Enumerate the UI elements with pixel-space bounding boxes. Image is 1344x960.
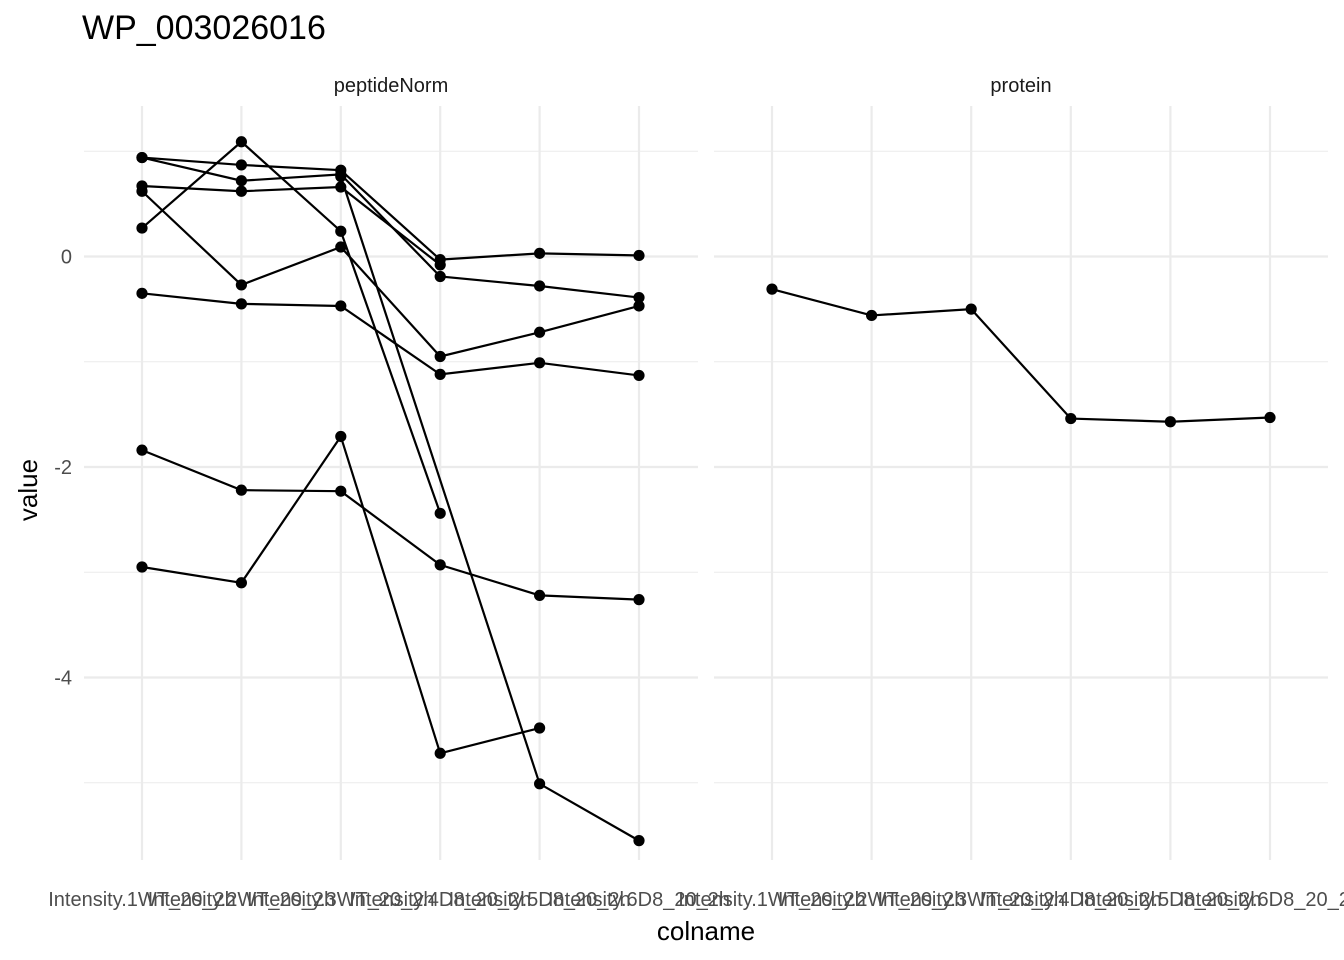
- data-point: [633, 835, 645, 847]
- data-point: [965, 303, 977, 315]
- data-point: [534, 357, 546, 369]
- data-point: [534, 589, 546, 602]
- data-point: [1065, 412, 1077, 425]
- data-point: [633, 594, 645, 606]
- chart-title: WP_003026016: [82, 9, 326, 47]
- x-axis-ticks: Intensity.1WT_20_2hIntensity.2WT_20_2hIn…: [48, 889, 1344, 911]
- data-point: [235, 159, 247, 171]
- x-tick-label: Intensity.3WT_20_2h: [877, 889, 1065, 911]
- x-tick-label: Intensity.6D8_20_2h: [1179, 889, 1344, 911]
- data-point: [235, 136, 247, 148]
- data-point: [235, 175, 247, 187]
- data-point: [335, 300, 347, 312]
- data-point: [136, 151, 148, 164]
- x-tick-label: Intensity.5D8_20_2h: [1079, 889, 1261, 911]
- data-point: [335, 485, 347, 497]
- x-tick-label: Intensity.1WT_20_2h: [678, 889, 866, 911]
- y-axis-ticks: 0 -2 -4: [54, 247, 72, 690]
- y-tick-label: 0: [61, 247, 72, 269]
- series-line: [771, 288, 1271, 423]
- data-point: [1164, 416, 1176, 428]
- data-point: [534, 326, 546, 338]
- y-tick-label: -2: [54, 457, 72, 479]
- series-line: [141, 190, 640, 358]
- data-point: [633, 291, 645, 304]
- y-axis-title: value: [13, 459, 43, 521]
- series-line: [141, 156, 640, 261]
- data-point: [235, 577, 247, 589]
- y-tick-label: -4: [54, 668, 72, 690]
- data-point: [434, 747, 446, 759]
- data-point: [235, 185, 247, 197]
- x-tick-label: Intensity.4D8_20_2h: [980, 889, 1162, 911]
- data-point: [434, 259, 446, 271]
- data-point: [434, 507, 446, 519]
- data-point: [136, 561, 148, 573]
- panel-protein: protein: [714, 75, 1328, 860]
- data-point: [534, 722, 546, 734]
- x-tick-label: Intensity.1WT_20_2h: [48, 889, 236, 911]
- panel-peptidenorm: peptideNorm: [84, 75, 698, 860]
- series-2: [136, 151, 645, 304]
- data-point: [136, 222, 148, 234]
- data-point: [534, 280, 546, 292]
- data-point: [434, 559, 446, 571]
- data-point: [534, 247, 546, 259]
- data-point: [235, 298, 247, 310]
- series-5: [136, 185, 645, 363]
- data-point: [434, 270, 446, 283]
- series-9: [335, 170, 645, 847]
- series-3: [136, 136, 446, 519]
- data-point: [235, 484, 247, 496]
- series-line: [141, 140, 442, 514]
- series-6: [136, 287, 645, 382]
- data-point: [335, 225, 347, 237]
- data-point: [335, 430, 347, 443]
- series-line: [141, 449, 640, 601]
- series-line: [141, 156, 640, 299]
- data-point: [434, 350, 446, 363]
- facet-strip-label: protein: [990, 75, 1051, 97]
- x-tick-label: Intensity.2WT_20_2h: [778, 889, 966, 911]
- x-tick-label: Intensity.5D8_20_2h: [449, 889, 631, 911]
- x-tick-label: Intensity.2WT_20_2h: [148, 889, 336, 911]
- x-tick-label: Intensity.6D8_20_2h: [548, 889, 730, 911]
- x-tick-label: Intensity.3WT_20_2h: [247, 889, 435, 911]
- data-point: [136, 185, 148, 197]
- gridlines: [714, 106, 1328, 860]
- data-point: [1264, 411, 1276, 424]
- data-point: [633, 369, 645, 382]
- x-tick-label: Intensity.4D8_20_2h: [349, 889, 531, 911]
- data-point: [335, 170, 347, 183]
- data-point: [633, 249, 645, 262]
- data-point: [534, 778, 546, 790]
- series-7: [136, 444, 645, 606]
- data-point: [136, 287, 148, 299]
- series-line: [141, 184, 441, 266]
- data-point: [633, 300, 645, 312]
- data-point: [766, 283, 778, 295]
- gridlines: [84, 106, 698, 860]
- data-point: [235, 279, 247, 291]
- series-1: [766, 283, 1276, 428]
- series-8: [136, 430, 546, 759]
- facet-strip-label: peptideNorm: [334, 75, 449, 97]
- data-point: [136, 444, 148, 456]
- data-point: [866, 309, 878, 322]
- data-point: [434, 368, 446, 380]
- data-point: [335, 241, 347, 253]
- series-1: [136, 151, 645, 266]
- x-axis-title: colname: [657, 916, 755, 946]
- series-line: [141, 292, 640, 377]
